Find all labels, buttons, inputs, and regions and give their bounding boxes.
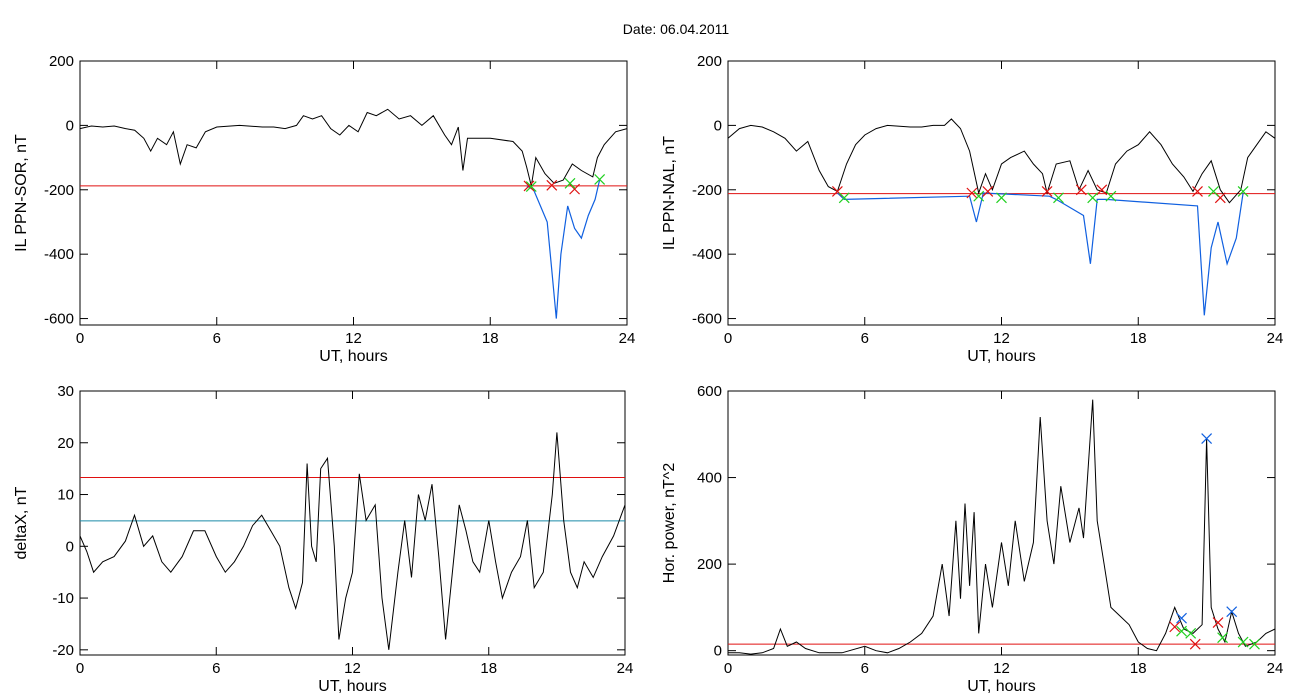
hor-power-green-marker	[1185, 627, 1197, 639]
deltax-y-tick-label: 20	[57, 435, 74, 452]
il-ppn-nal-green-marker	[1208, 185, 1219, 197]
il-ppn-nal-green-marker	[1087, 192, 1099, 204]
il-ppn-nal-red-marker	[1192, 185, 1203, 197]
deltax-y-axis-label: deltaX, nT	[13, 486, 30, 559]
il-ppn-sor-x-tick-label: 0	[76, 330, 84, 347]
hor-power-blue-marker	[1201, 433, 1213, 445]
hor-power-y-tick-label: 0	[714, 643, 722, 660]
il-ppn-nal-green-marker	[1237, 185, 1249, 197]
hor-power-plot-frame	[727, 390, 1276, 656]
il-ppn-nal-x-tick-label: 0	[724, 330, 732, 347]
deltax-x-tick-label: 24	[617, 660, 634, 677]
hor-power-x-tick-label: 12	[993, 660, 1010, 677]
hor-power-green-marker	[1249, 638, 1260, 650]
hor-power-y-tick-label: 200	[697, 556, 722, 573]
il-ppn-nal-red-marker	[982, 185, 994, 197]
hor-power-y-tick-label: 600	[697, 383, 722, 400]
il-ppn-nal-x-tick-label: 24	[1267, 330, 1284, 347]
deltax-y-tick-label: -20	[52, 642, 74, 659]
il-ppn-sor-y-tick-label: -600	[44, 311, 74, 328]
deltax-y-tick-label: 0	[66, 538, 74, 555]
hor-power-x-axis-label: UT, hours	[967, 678, 1035, 695]
il-ppn-nal-red-marker	[1075, 184, 1087, 196]
il-ppn-nal-y-tick-label: -400	[692, 246, 722, 263]
panel-il-ppn-sor: 0 6 12 18 24 -600 -400 -200 0 200 UT, hours IL PPN-…	[13, 53, 635, 365]
il-ppn-nal-y-tick-label: 200	[697, 53, 722, 70]
hor-power-red-marker	[1189, 638, 1201, 650]
il-ppn-sor-x-tick-label: 6	[213, 330, 221, 347]
il-ppn-nal-x-tick-label: 18	[1130, 330, 1147, 347]
il-ppn-nal-y-axis-label: IL PPN-NAL, nT	[661, 136, 678, 250]
il-ppn-nal-y-tick-label: -600	[692, 311, 722, 328]
il-ppn-sor-red-marker	[546, 179, 558, 191]
il-ppn-nal-green-marker	[1053, 192, 1064, 204]
il-ppn-nal-series-line	[727, 118, 1276, 204]
il-ppn-sor-y-tick-label: -400	[44, 246, 74, 263]
hor-power-green-marker	[1237, 636, 1249, 648]
hor-power-x-tick-label: 0	[724, 660, 732, 677]
il-ppn-sor-series-line	[79, 108, 628, 187]
hor-power-blue-marker	[1176, 612, 1187, 624]
il-ppn-sor-x-tick-label: 18	[482, 330, 499, 347]
hor-power-x-tick-label: 24	[1267, 660, 1284, 677]
hor-power-green-marker	[1176, 625, 1187, 637]
il-ppn-sor-plot-frame	[79, 60, 628, 326]
panel-hor-power: 0 6 12 18 24 0 200 400 600 UT, hours Hor. power, n…	[661, 383, 1283, 695]
il-ppn-sor-y-tick-label: -200	[44, 182, 74, 199]
deltax-x-axis-label: UT, hours	[318, 678, 386, 695]
il-ppn-sor-y-tick-label: 0	[66, 117, 74, 134]
il-ppn-nal-green-marker	[838, 192, 850, 204]
il-ppn-sor-red-marker	[523, 180, 535, 192]
il-ppn-sor-green-marker	[525, 181, 537, 192]
il-ppn-sor-x-tick-label: 24	[619, 330, 636, 347]
panel-il-ppn-nal: 0 6 12 18 24 -600 -400 -200 0 200 UT, hours IL PPN-…	[661, 53, 1283, 365]
il-ppn-sor-y-tick-label: 200	[49, 53, 74, 70]
deltax-x-tick-label: 18	[480, 660, 497, 677]
hor-power-green-marker	[1217, 632, 1229, 644]
page-title: Date: 06.04.2011	[623, 21, 730, 37]
hor-power-y-axis-label: Hor. power, nT^2	[661, 463, 678, 584]
il-ppn-nal-red-marker	[966, 187, 978, 199]
deltax-y-tick-label: -10	[52, 590, 74, 607]
hor-power-red-marker	[1169, 621, 1181, 633]
deltax-x-tick-label: 0	[76, 660, 84, 677]
il-ppn-nal-red-marker	[1041, 185, 1053, 197]
hor-power-x-tick-label: 18	[1130, 660, 1147, 677]
il-ppn-sor-highlight-line	[526, 179, 601, 319]
deltax-series-line	[79, 432, 626, 650]
deltax-x-tick-label: 6	[212, 660, 220, 677]
il-ppn-sor-green-marker	[594, 174, 606, 185]
il-ppn-sor-green-marker	[564, 177, 576, 189]
il-ppn-nal-x-tick-label: 6	[861, 330, 869, 347]
il-ppn-nal-green-marker	[973, 190, 985, 202]
hor-power-y-tick-label: 400	[697, 470, 722, 487]
hor-power-x-tick-label: 6	[861, 660, 869, 677]
il-ppn-nal-x-axis-label: UT, hours	[967, 348, 1035, 365]
deltax-y-tick-label: 10	[57, 487, 74, 504]
il-ppn-nal-green-marker	[1105, 190, 1117, 202]
hor-power-series-line	[728, 399, 1276, 655]
deltax-x-tick-label: 12	[344, 660, 361, 677]
deltax-plot-frame	[79, 390, 626, 656]
il-ppn-nal-x-tick-label: 12	[993, 330, 1010, 347]
il-ppn-nal-y-tick-label: 0	[714, 117, 722, 134]
il-ppn-sor-x-axis-label: UT, hours	[319, 348, 387, 365]
deltax-y-tick-label: 30	[57, 383, 74, 400]
panel-deltax: 0 6 12 18 24 -20 -10 0 10 20 30 UT, hours deltaX, nT	[13, 383, 633, 695]
hor-power-blue-marker	[1226, 606, 1238, 618]
il-ppn-nal-highlight-line	[836, 192, 1244, 316]
il-ppn-nal-plot-frame	[727, 60, 1276, 326]
hor-power-red-marker	[1212, 617, 1224, 628]
il-ppn-nal-y-tick-label: -200	[692, 182, 722, 199]
il-ppn-sor-red-marker	[569, 183, 581, 195]
il-ppn-nal-red-marker	[1096, 184, 1108, 196]
il-ppn-sor-x-tick-label: 12	[345, 330, 362, 347]
il-ppn-nal-green-marker	[996, 192, 1007, 204]
il-ppn-sor-y-axis-label: IL PPN-SOR, nT	[13, 134, 30, 252]
